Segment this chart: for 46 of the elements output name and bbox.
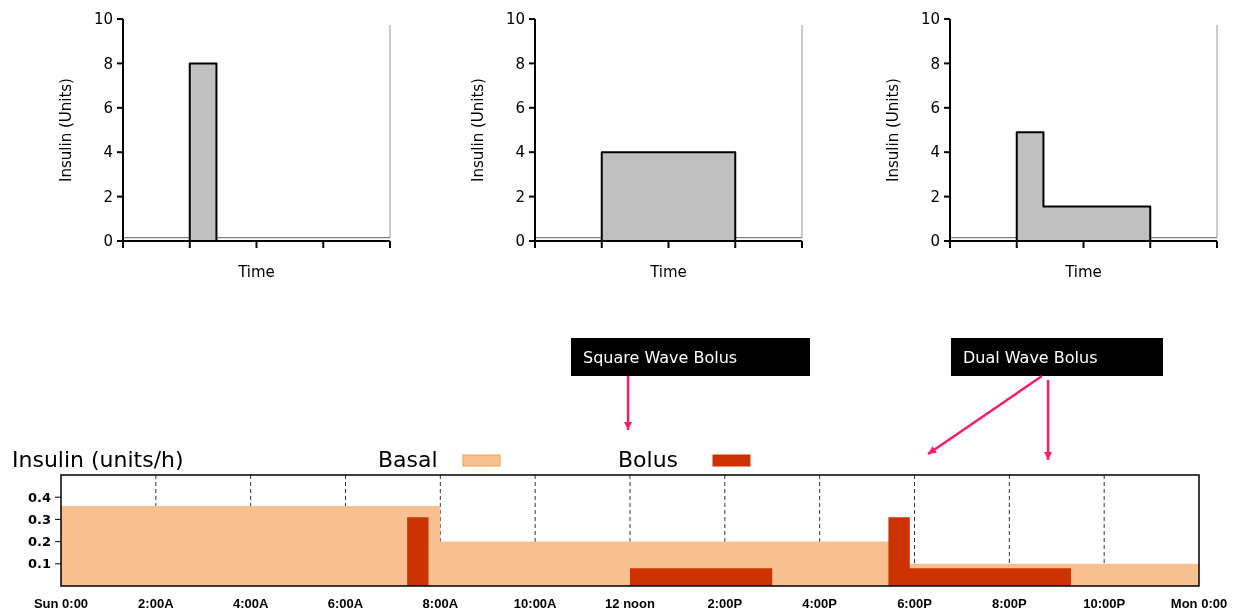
y-tick-label: 0 bbox=[515, 232, 525, 251]
y-tick-label: 0 bbox=[103, 232, 113, 251]
y-tick-label: 6 bbox=[103, 99, 113, 118]
y-tick-label: 0 bbox=[930, 232, 940, 251]
y-tick-label: 0.1 bbox=[27, 556, 51, 572]
x-tick-label: 10:00A bbox=[513, 596, 558, 611]
y-tick-label: 10 bbox=[920, 10, 940, 29]
x-tick-label: 2:00P bbox=[707, 596, 743, 611]
y-tick-label: 2 bbox=[515, 187, 525, 206]
text: Dual Wave Bolus bbox=[963, 348, 1098, 367]
x-tick-label: 2:00A bbox=[138, 596, 175, 611]
y-axis-title: Insulin (Units) bbox=[884, 78, 902, 182]
x-tick-label: 12 noon bbox=[605, 596, 655, 611]
x-tick-label: 6:00P bbox=[897, 596, 933, 611]
x-tick-label: Sun 0:00 bbox=[33, 596, 89, 611]
y-tick-label: 0.2 bbox=[27, 534, 51, 550]
x-tick-label: 4:00A bbox=[232, 596, 269, 611]
y-tick-label: 4 bbox=[930, 143, 940, 162]
x-axis-title: Time bbox=[237, 263, 275, 281]
y-tick-label: 2 bbox=[930, 187, 940, 206]
x-tick-label: Mon 0:00 bbox=[1170, 596, 1228, 611]
legend-label: Bolus bbox=[618, 447, 679, 472]
y-tick-label: 2 bbox=[103, 187, 113, 206]
x-axis-title: Time bbox=[1064, 263, 1102, 281]
x-tick-label: 8:00A bbox=[422, 596, 459, 611]
x-axis-title: Time bbox=[649, 263, 687, 281]
y-tick-label: 8 bbox=[930, 54, 940, 73]
text: Square Wave Bolus bbox=[583, 348, 738, 367]
x-tick-label: 8:00P bbox=[991, 596, 1027, 611]
x-tick-label: 6:00A bbox=[327, 596, 364, 611]
legend-label: Basal bbox=[378, 447, 438, 472]
y-axis-title: Insulin (units/h) bbox=[12, 447, 184, 472]
y-axis-title: Insulin (Units) bbox=[57, 78, 75, 182]
y-tick-label: 10 bbox=[505, 10, 525, 29]
x-tick-label: 10:00P bbox=[1083, 596, 1126, 611]
y-tick-label: 6 bbox=[930, 99, 940, 118]
y-tick-label: 0.3 bbox=[27, 511, 51, 527]
y-tick-label: 8 bbox=[515, 54, 525, 73]
y-tick-label: 4 bbox=[515, 143, 525, 162]
y-tick-label: 10 bbox=[93, 10, 113, 29]
y-tick-label: 6 bbox=[515, 99, 525, 118]
y-tick-label: 4 bbox=[103, 143, 113, 162]
y-axis-title: Insulin (Units) bbox=[469, 78, 487, 182]
x-tick-label: 4:00P bbox=[802, 596, 838, 611]
y-tick-label: 8 bbox=[103, 54, 113, 73]
y-tick-label: 0.4 bbox=[27, 489, 51, 505]
